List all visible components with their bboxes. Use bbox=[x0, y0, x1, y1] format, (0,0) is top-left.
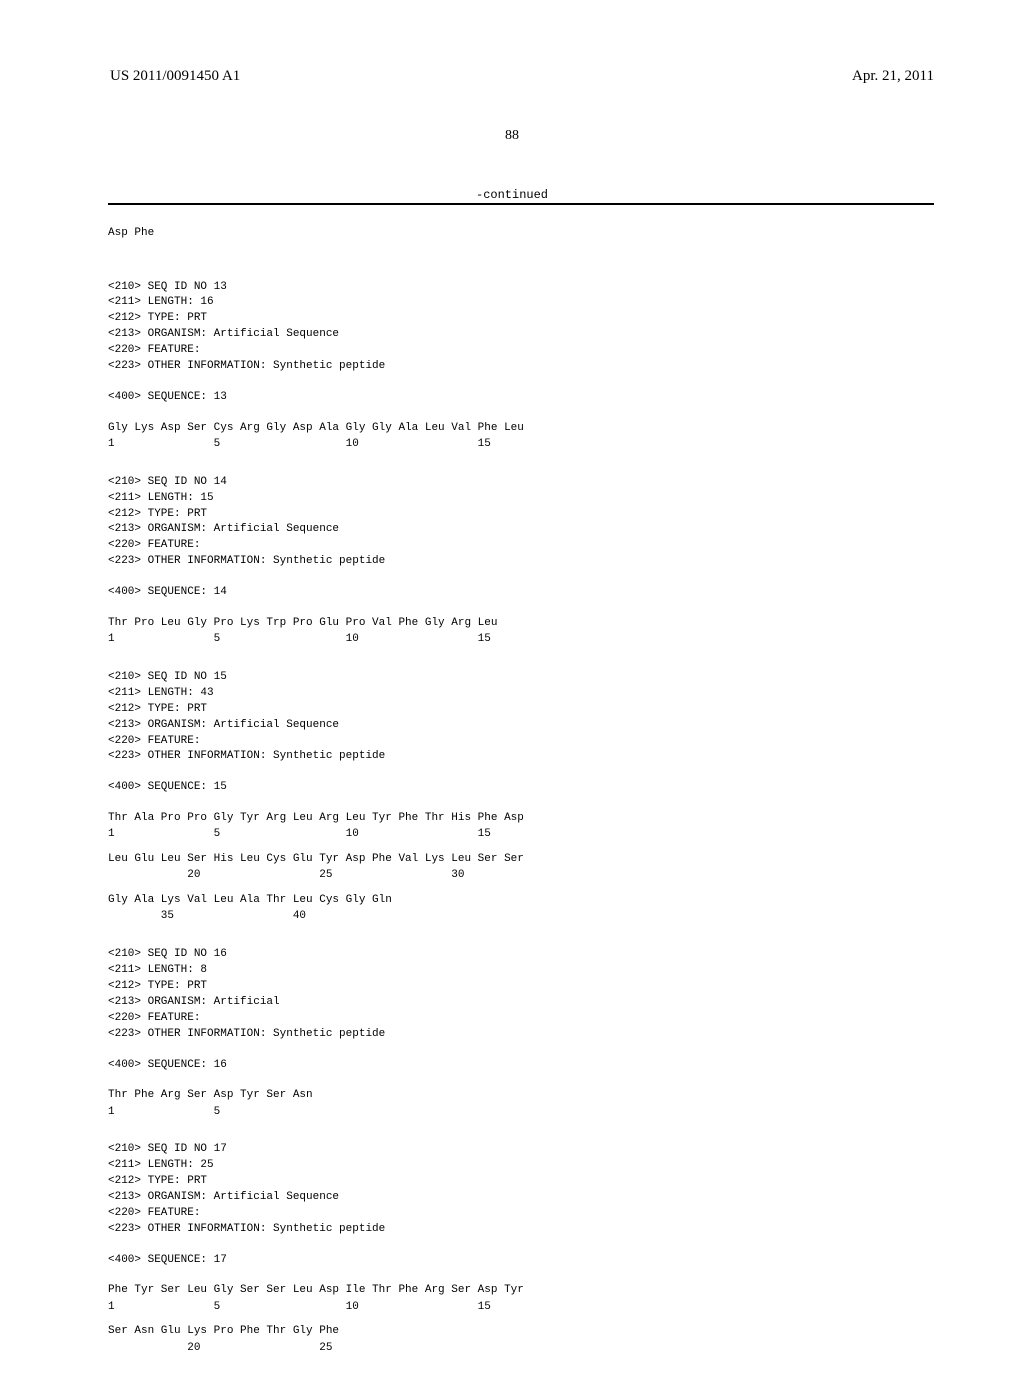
sequence-line bbox=[108, 884, 934, 892]
sequence-block: <210> SEQ ID NO 16<211> LENGTH: 8<212> T… bbox=[108, 947, 934, 1120]
sequence-annotations: <210> SEQ ID NO 16<211> LENGTH: 8<212> T… bbox=[108, 947, 934, 1043]
sequence-line bbox=[108, 843, 934, 851]
sequence-block: <210> SEQ ID NO 17<211> LENGTH: 25<212> … bbox=[108, 1142, 934, 1356]
annotation-line: <213> ORGANISM: Artificial bbox=[108, 995, 934, 1011]
annotation-line: <223> OTHER INFORMATION: Synthetic pepti… bbox=[108, 749, 934, 765]
sequence-header: <400> SEQUENCE: 16 bbox=[108, 1057, 934, 1074]
annotation-line: <212> TYPE: PRT bbox=[108, 311, 934, 327]
page-header: US 2011/0091450 A1 Apr. 21, 2011 bbox=[0, 68, 1024, 85]
sequence-line: 1 5 bbox=[108, 1104, 934, 1121]
sequence-line bbox=[108, 1315, 934, 1323]
sequence-line: 1 5 10 15 bbox=[108, 826, 934, 843]
sequence-annotations: <210> SEQ ID NO 13<211> LENGTH: 16<212> … bbox=[108, 280, 934, 376]
annotation-line: <210> SEQ ID NO 15 bbox=[108, 670, 934, 686]
sequence-line: 20 25 30 bbox=[108, 867, 934, 884]
annotation-line: <212> TYPE: PRT bbox=[108, 702, 934, 718]
sequence-line: 20 25 bbox=[108, 1340, 934, 1357]
annotation-line: <220> FEATURE: bbox=[108, 734, 934, 750]
section-divider bbox=[108, 203, 934, 205]
sequence-line: Ser Asn Glu Lys Pro Phe Thr Gly Phe bbox=[108, 1323, 934, 1340]
annotation-line: <210> SEQ ID NO 16 bbox=[108, 947, 934, 963]
continued-label: -continued bbox=[476, 188, 548, 202]
sequence-line: Phe Tyr Ser Leu Gly Ser Ser Leu Asp Ile … bbox=[108, 1282, 934, 1299]
sequence-line: 1 5 10 15 bbox=[108, 436, 934, 453]
annotation-line: <223> OTHER INFORMATION: Synthetic pepti… bbox=[108, 1027, 934, 1043]
annotation-line: <220> FEATURE: bbox=[108, 538, 934, 554]
annotation-line: <213> ORGANISM: Artificial Sequence bbox=[108, 1190, 934, 1206]
annotation-line: <213> ORGANISM: Artificial Sequence bbox=[108, 522, 934, 538]
annotation-line: <212> TYPE: PRT bbox=[108, 1174, 934, 1190]
sequence-line: Leu Glu Leu Ser His Leu Cys Glu Tyr Asp … bbox=[108, 851, 934, 868]
sequence-line: Thr Ala Pro Pro Gly Tyr Arg Leu Arg Leu … bbox=[108, 810, 934, 827]
annotation-line: <211> LENGTH: 15 bbox=[108, 491, 934, 507]
sequence-listing: Asp Phe <210> SEQ ID NO 13<211> LENGTH: … bbox=[108, 208, 934, 1373]
annotation-line: <213> ORGANISM: Artificial Sequence bbox=[108, 327, 934, 343]
sequence-header: <400> SEQUENCE: 17 bbox=[108, 1252, 934, 1269]
annotation-line: <212> TYPE: PRT bbox=[108, 979, 934, 995]
annotation-line: <220> FEATURE: bbox=[108, 1011, 934, 1027]
annotation-line: <211> LENGTH: 25 bbox=[108, 1158, 934, 1174]
sequence-header: <400> SEQUENCE: 14 bbox=[108, 584, 934, 601]
sequence-container: <210> SEQ ID NO 13<211> LENGTH: 16<212> … bbox=[108, 280, 934, 1357]
sequence-header: <400> SEQUENCE: 15 bbox=[108, 779, 934, 796]
annotation-line: <223> OTHER INFORMATION: Synthetic pepti… bbox=[108, 1222, 934, 1238]
sequence-line: 1 5 10 15 bbox=[108, 631, 934, 648]
annotation-line: <223> OTHER INFORMATION: Synthetic pepti… bbox=[108, 554, 934, 570]
annotation-line: <213> ORGANISM: Artificial Sequence bbox=[108, 718, 934, 734]
sequence-block: <210> SEQ ID NO 15<211> LENGTH: 43<212> … bbox=[108, 670, 934, 925]
page-number: 88 bbox=[505, 128, 519, 144]
sequence-header: <400> SEQUENCE: 13 bbox=[108, 389, 934, 406]
publication-number: US 2011/0091450 A1 bbox=[110, 68, 240, 85]
annotation-line: <210> SEQ ID NO 14 bbox=[108, 475, 934, 491]
sequence-line: Gly Lys Asp Ser Cys Arg Gly Asp Ala Gly … bbox=[108, 420, 934, 437]
annotation-line: <211> LENGTH: 43 bbox=[108, 686, 934, 702]
sequence-line: Thr Phe Arg Ser Asp Tyr Ser Asn bbox=[108, 1087, 934, 1104]
annotation-line: <223> OTHER INFORMATION: Synthetic pepti… bbox=[108, 359, 934, 375]
annotation-line: <210> SEQ ID NO 13 bbox=[108, 280, 934, 296]
annotation-line: <211> LENGTH: 8 bbox=[108, 963, 934, 979]
sequence-block: <210> SEQ ID NO 14<211> LENGTH: 15<212> … bbox=[108, 475, 934, 648]
sequence-line: 1 5 10 15 bbox=[108, 1299, 934, 1316]
annotation-line: <211> LENGTH: 16 bbox=[108, 295, 934, 311]
initial-line: Asp Phe bbox=[108, 225, 934, 242]
sequence-annotations: <210> SEQ ID NO 17<211> LENGTH: 25<212> … bbox=[108, 1142, 934, 1238]
sequence-annotations: <210> SEQ ID NO 15<211> LENGTH: 43<212> … bbox=[108, 670, 934, 766]
annotation-line: <210> SEQ ID NO 17 bbox=[108, 1142, 934, 1158]
sequence-line: Thr Pro Leu Gly Pro Lys Trp Pro Glu Pro … bbox=[108, 615, 934, 632]
sequence-line: Gly Ala Lys Val Leu Ala Thr Leu Cys Gly … bbox=[108, 892, 934, 909]
sequence-block: <210> SEQ ID NO 13<211> LENGTH: 16<212> … bbox=[108, 280, 934, 453]
publication-date: Apr. 21, 2011 bbox=[852, 68, 934, 85]
annotation-line: <220> FEATURE: bbox=[108, 1206, 934, 1222]
annotation-line: <220> FEATURE: bbox=[108, 343, 934, 359]
annotation-line: <212> TYPE: PRT bbox=[108, 507, 934, 523]
sequence-line: 35 40 bbox=[108, 908, 934, 925]
sequence-annotations: <210> SEQ ID NO 14<211> LENGTH: 15<212> … bbox=[108, 475, 934, 571]
